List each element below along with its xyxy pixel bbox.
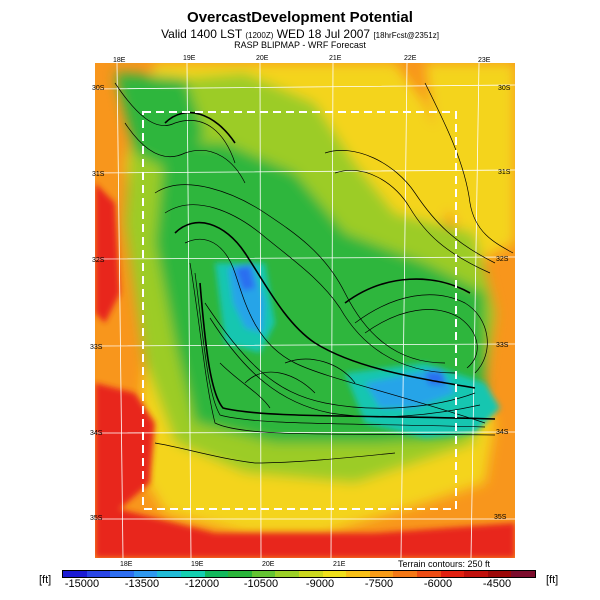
map-title: OvercastDevelopment Potential [187, 9, 413, 26]
top-lon-label: 22E [404, 55, 417, 62]
bottom-lon-label: 19E [191, 561, 204, 568]
terrain-contours-thick [164, 111, 496, 420]
top-lon-label: 23E [478, 57, 491, 64]
colorbar-tick-label: -10500 [243, 578, 279, 590]
terrain-contour-note: Terrain contours: 250 ft [398, 559, 491, 569]
colorbar-unit-left: [ft] [39, 574, 52, 586]
contour-thick-c [344, 278, 471, 304]
right-lat-label: 32S [496, 256, 509, 263]
left-lat-label: 34S [90, 430, 103, 437]
right-lat-label: 33S [496, 342, 509, 349]
colorbar-swatch [228, 571, 252, 577]
colorbar-swatch [298, 571, 323, 577]
right-lat-label: 34S [496, 429, 509, 436]
colorbar-swatch [157, 571, 181, 577]
colorbar-swatch [416, 571, 441, 577]
colorbar-swatch [86, 571, 111, 577]
colorbar [62, 570, 536, 578]
colorbar-tick-label: -15000 [64, 578, 100, 590]
top-lon-label: 19E [183, 55, 196, 62]
forecast-map [95, 63, 515, 558]
colorbar-tick-label: -9000 [305, 578, 335, 590]
top-lon-label: 21E [329, 55, 342, 62]
contour-thick-b [199, 282, 496, 420]
colorbar-swatch [346, 571, 370, 577]
bottom-lon-label: 21E [333, 561, 346, 568]
colorbar-tick-label: -7500 [364, 578, 394, 590]
contour-j [114, 82, 236, 164]
contour-a [154, 184, 446, 364]
bottom-lon-label: 18E [120, 561, 133, 568]
left-lat-label: 32S [92, 257, 105, 264]
colorbar-tick-label: -13500 [124, 578, 160, 590]
colorbar-swatch [180, 571, 205, 577]
colorbar-swatch [440, 571, 465, 577]
contour-e [194, 272, 486, 428]
contour-f [354, 294, 488, 374]
contour-c [184, 238, 486, 424]
region-green-north [115, 73, 205, 173]
domain-box [142, 111, 457, 510]
colorbar-tick-label: -12000 [184, 578, 220, 590]
contour-thick-d [164, 111, 236, 144]
left-lat-label: 31S [92, 171, 105, 178]
colorbar-swatch [110, 571, 134, 577]
contour-l [204, 302, 476, 409]
colorbar-swatch [393, 571, 417, 577]
contour-m [209, 317, 481, 418]
color-field [95, 63, 515, 558]
forecast-run: [18hrFcst@2351z] [373, 31, 439, 40]
colorbar-swatch [204, 571, 229, 577]
top-lon-label: 20E [256, 55, 269, 62]
colorbar-swatch [133, 571, 158, 577]
terrain-contours [114, 82, 514, 464]
bottom-lon-label: 20E [262, 561, 275, 568]
colorbar-swatch [487, 571, 512, 577]
contour-h [324, 150, 496, 264]
colorbar-swatch [251, 571, 276, 577]
region-red-south [95, 503, 515, 558]
region-red-coast [95, 383, 155, 513]
colorbar-unit-right: [ft] [546, 574, 559, 586]
colorbar-swatch [63, 571, 87, 577]
valid-time-line: Valid 1400 LST (1200Z) WED 18 Jul 2007 [… [0, 27, 600, 41]
region-red-west [95, 183, 120, 323]
right-lat-label: 30S [498, 85, 511, 92]
top-lon-label: 18E [113, 57, 126, 64]
contour-b [164, 204, 456, 374]
colorbar-swatch [511, 571, 535, 577]
contour-k [124, 122, 246, 184]
left-lat-label: 35S [90, 515, 103, 522]
region-blue-a [235, 266, 255, 291]
right-lat-label: 35S [494, 514, 507, 521]
left-lat-label: 30S [92, 85, 105, 92]
colorbar-swatch [369, 571, 394, 577]
left-lat-label: 33S [90, 344, 103, 351]
utc-time: (1200Z) [245, 31, 274, 40]
colorbar-tick-label: -4500 [482, 578, 512, 590]
domain-box-outline [142, 111, 457, 510]
right-lat-label: 31S [498, 169, 511, 176]
colorbar-swatch [275, 571, 299, 577]
colorbar-swatch [464, 571, 488, 577]
valid-date: WED 18 Jul 2007 [276, 27, 371, 41]
contour-o [219, 358, 356, 409]
contour-thick-a [174, 221, 476, 389]
colorbar-tick-label: -6000 [423, 578, 453, 590]
contour-d [189, 262, 496, 436]
valid-time: Valid 1400 LST [161, 27, 243, 41]
colorbar-swatch [322, 571, 347, 577]
contour-n [424, 82, 514, 254]
contour-g [364, 309, 478, 369]
source-label: RASP BLIPMAP - WRF Forecast [234, 40, 366, 50]
contour-p [154, 442, 396, 464]
